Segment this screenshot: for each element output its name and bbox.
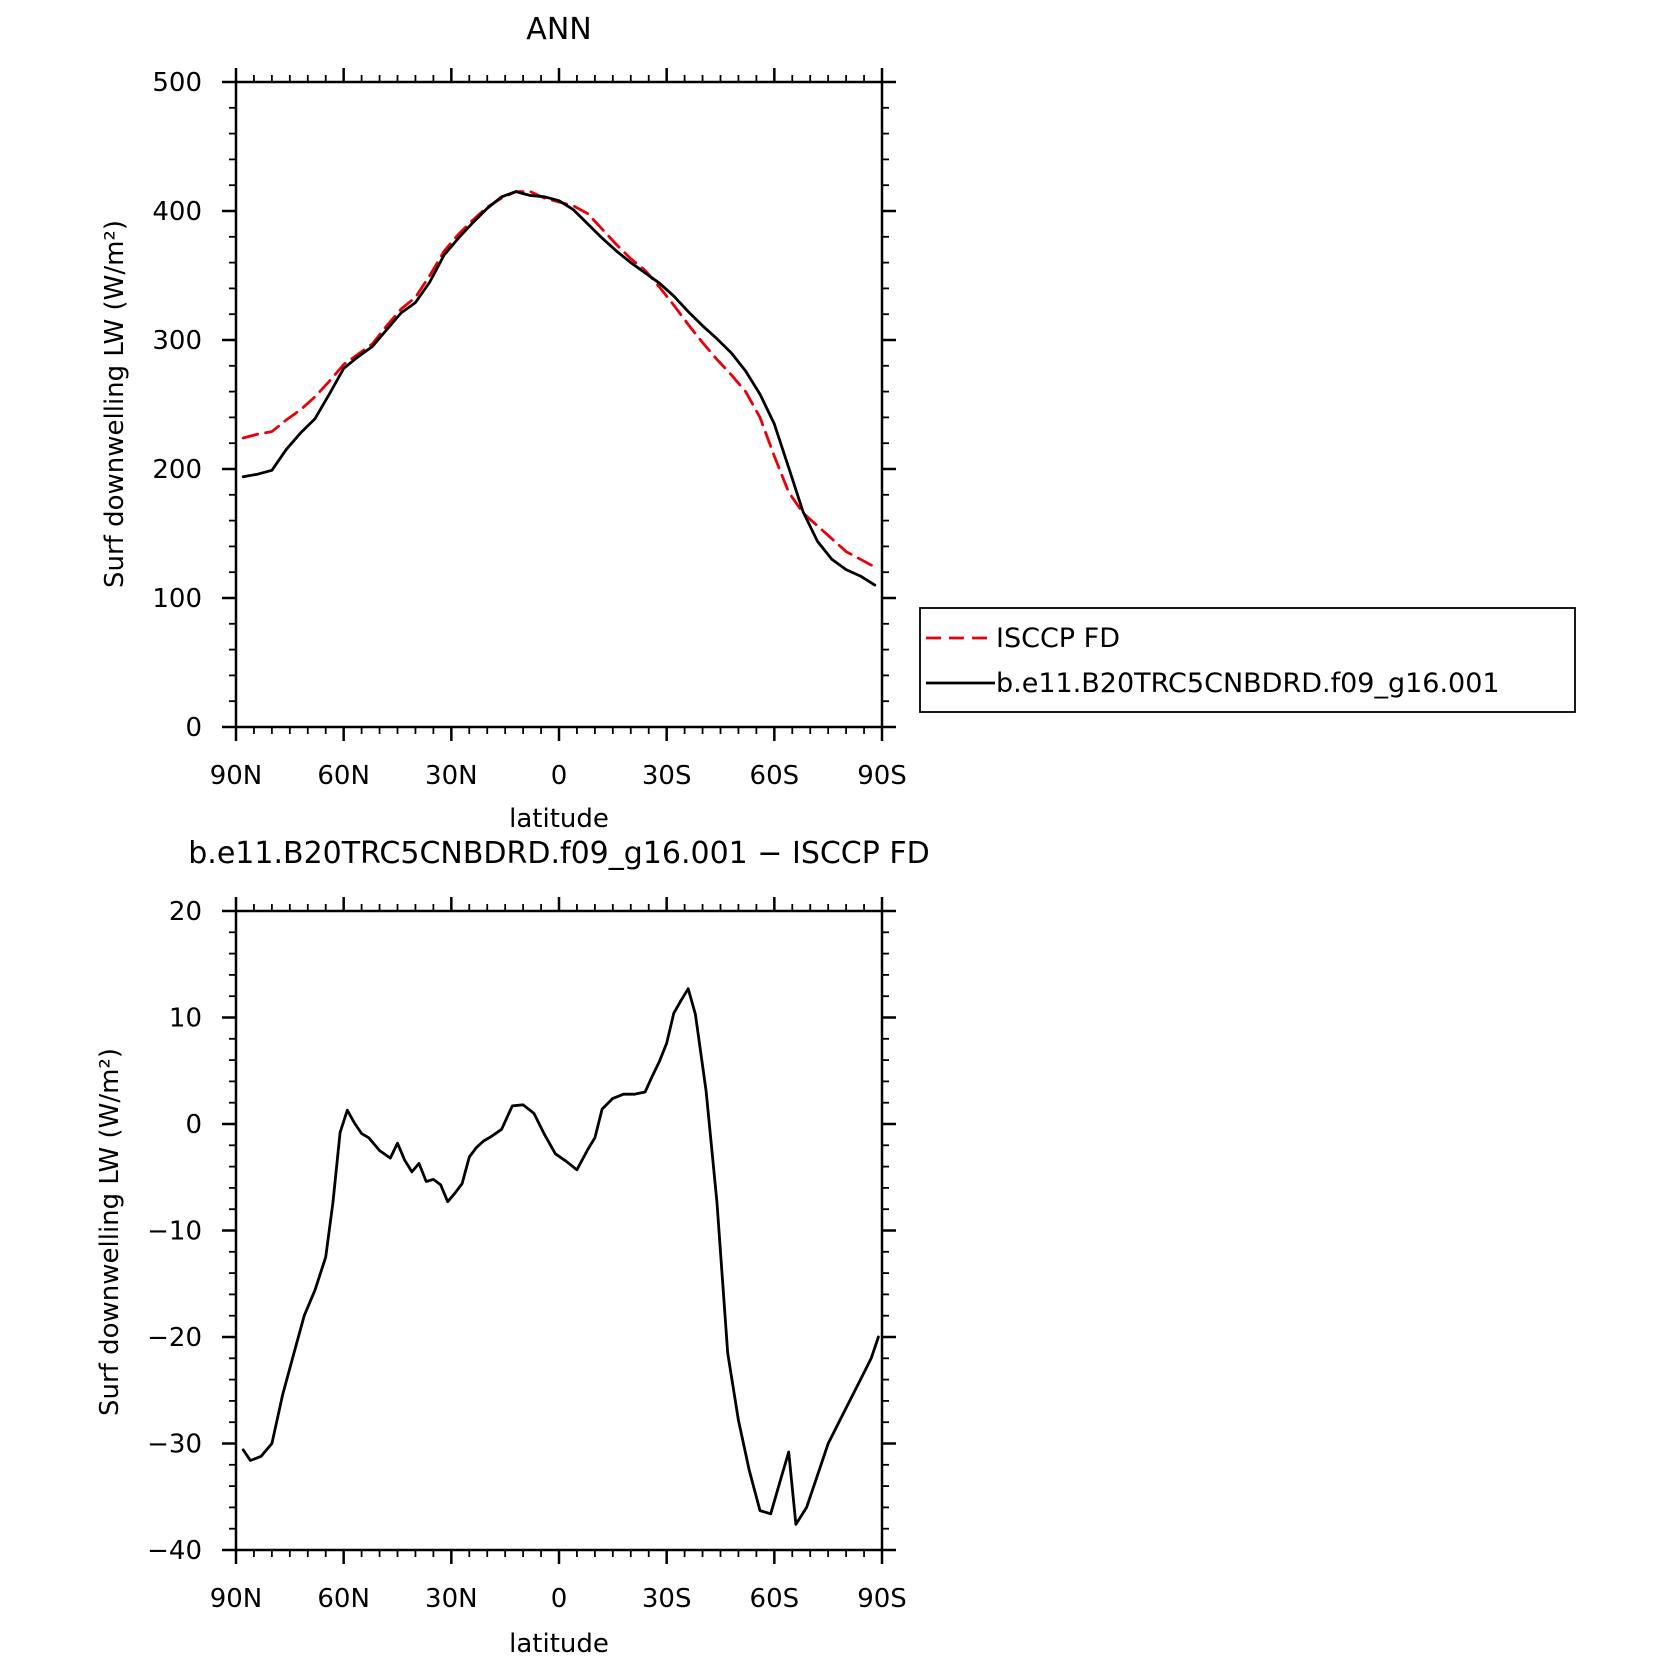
bottom-y-tick-label: 10 [169,1004,202,1034]
bottom-y-tick-label: 20 [169,897,202,927]
bottom-y-tick-label: −20 [147,1323,202,1353]
bottom-x-tick-label: 60N [317,1584,370,1614]
bottom-x-tick-label: 30S [642,1584,692,1614]
top-plot-frame [234,80,884,729]
top-y-tick-label: 400 [152,197,202,227]
top-x-tick-label: 30S [642,761,692,791]
bottom-series-line-0 [241,987,880,1526]
bottom-ticks: −40 −30 −20 −10 0 10 20 90N 60N 30N 0 30S 60S 90S [147,897,907,1614]
top-y-tick-label: 500 [152,68,202,98]
top-y-axis-label: Surf downwelling LW (W/m²) [100,220,130,588]
top-x-tick-label: 30N [425,761,478,791]
bottom-x-tick-label: 60S [750,1584,800,1614]
top-y-tick-label: 200 [152,455,202,485]
top-x-axis-label: latitude [509,804,609,834]
bottom-y-tick-label: −30 [147,1430,202,1460]
top-x-tick-label: 60N [317,761,370,791]
bottom-y-axis-label: Surf downwelling LW (W/m²) [95,1048,125,1416]
legend-box [919,607,1576,713]
bottom-x-tick-label: 90N [210,1584,263,1614]
top-y-tick-label: 100 [152,584,202,614]
top-ticks: 0 100 200 300 400 500 90N 60N 30N 0 30S 60S 90S [152,68,907,791]
top-y-tick-label: 300 [152,326,202,356]
top-y-tick-label: 0 [185,713,202,743]
bottom-x-tick-label: 90S [857,1584,907,1614]
bottom-panel-title: b.e11.B20TRC5CNBDRD.f09_g16.001 − ISCCP … [188,836,930,871]
bottom-y-tick-label: −40 [147,1536,202,1566]
top-panel-title: ANN [526,12,591,47]
bottom-panel: b.e11.B20TRC5CNBDRD.f09_g16.001 − ISCCP … [95,836,930,1658]
top-series-line-1 [241,190,877,587]
bottom-plot-frame [234,909,884,1552]
top-x-tick-label: 90S [857,761,907,791]
legend: ISCCP FD b.e11.B20TRC5CNBDRD.f09_g16.001 [919,607,1576,713]
top-x-tick-label: 90N [210,761,263,791]
bottom-y-tick-label: −10 [147,1217,202,1247]
bottom-series-lines [241,987,880,1526]
bottom-x-axis-label: latitude [509,1629,609,1658]
top-x-tick-label: 60S [750,761,800,791]
top-x-tick-label: 0 [551,761,568,791]
legend-label-model: b.e11.B20TRC5CNBDRD.f09_g16.001 [996,668,1500,699]
legend-label-isccp: ISCCP FD [996,623,1120,654]
bottom-y-tick-label: 0 [185,1110,202,1140]
bottom-x-tick-label: 0 [551,1584,568,1614]
bottom-x-tick-label: 30N [425,1584,478,1614]
top-series-lines [241,190,877,587]
